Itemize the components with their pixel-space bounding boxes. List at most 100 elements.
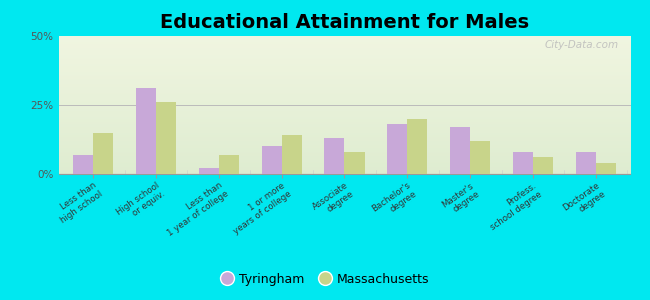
Bar (58, 172, 630, 174)
Bar (58, 153, 630, 155)
Bar (58, 166, 630, 167)
Bar (261, 146, 281, 174)
Bar (58, 151, 630, 152)
Bar (58, 95, 630, 97)
Bar (58, 103, 630, 105)
Bar (58, 135, 630, 137)
Bar (58, 90, 630, 91)
Bar (58, 163, 630, 164)
Bar (58, 65, 630, 66)
Bar (58, 138, 630, 140)
Bar (58, 128, 630, 130)
Bar (58, 113, 630, 115)
Bar (470, 141, 490, 174)
Bar (576, 152, 596, 174)
Bar (408, 119, 428, 174)
Bar (58, 68, 630, 69)
Bar (58, 93, 630, 94)
Bar (596, 163, 616, 174)
Bar (58, 61, 630, 62)
Bar (58, 140, 630, 141)
Bar (58, 124, 630, 126)
Bar (199, 169, 219, 174)
Bar (58, 40, 630, 41)
Bar (58, 76, 630, 77)
Bar (58, 142, 630, 144)
Bar (156, 102, 176, 174)
Bar (58, 43, 630, 44)
Bar (324, 138, 345, 174)
Bar (58, 117, 630, 119)
Bar (58, 94, 630, 95)
Bar (344, 152, 365, 174)
Bar (281, 135, 302, 174)
Bar (58, 38, 630, 39)
Bar (58, 116, 630, 117)
Bar (93, 133, 113, 174)
Legend: Tyringham, Massachusetts: Tyringham, Massachusetts (216, 268, 434, 291)
Bar (58, 119, 630, 120)
Bar (58, 167, 630, 169)
Bar (58, 55, 630, 57)
Bar (58, 126, 630, 127)
Bar (58, 170, 630, 171)
Bar (58, 54, 630, 55)
Bar (58, 48, 630, 50)
Bar (58, 41, 630, 43)
Bar (58, 130, 630, 131)
Bar (58, 169, 630, 170)
Bar (58, 46, 630, 47)
Bar (58, 80, 630, 82)
Bar (58, 162, 630, 163)
Bar (58, 144, 630, 145)
Bar (58, 146, 630, 148)
Bar (58, 152, 630, 153)
Bar (58, 87, 630, 88)
Bar (58, 58, 630, 59)
Bar (58, 91, 630, 93)
Bar (513, 152, 533, 174)
Bar (58, 171, 630, 172)
Bar (58, 44, 630, 46)
Bar (58, 110, 630, 112)
Bar (58, 83, 630, 84)
Bar (58, 109, 630, 110)
Bar (58, 86, 630, 87)
Bar (58, 156, 630, 158)
Bar (58, 160, 630, 162)
Bar (58, 62, 630, 64)
Bar (58, 123, 630, 124)
Bar (58, 79, 630, 80)
Bar (58, 122, 630, 123)
Bar (58, 75, 630, 76)
Bar (58, 137, 630, 138)
Bar (136, 88, 156, 174)
Bar (58, 106, 630, 108)
Title: Educational Attainment for Males: Educational Attainment for Males (160, 13, 529, 32)
Bar (58, 105, 630, 106)
Bar (58, 101, 630, 102)
Bar (58, 100, 630, 101)
Bar (450, 127, 470, 174)
Bar (58, 127, 630, 128)
Bar (58, 57, 630, 58)
Bar (219, 155, 239, 174)
Bar (58, 158, 630, 159)
Bar (58, 50, 630, 51)
Bar (58, 88, 630, 90)
Bar (58, 69, 630, 70)
Bar (58, 39, 630, 40)
Bar (58, 72, 630, 73)
Bar (58, 149, 630, 151)
Bar (58, 102, 630, 104)
Bar (58, 51, 630, 52)
Bar (58, 148, 630, 149)
Bar (58, 145, 630, 146)
Bar (58, 115, 630, 116)
Bar (58, 82, 630, 83)
Bar (58, 133, 630, 134)
Bar (58, 131, 630, 133)
Bar (58, 59, 630, 61)
Bar (58, 112, 630, 113)
Bar (58, 134, 630, 135)
